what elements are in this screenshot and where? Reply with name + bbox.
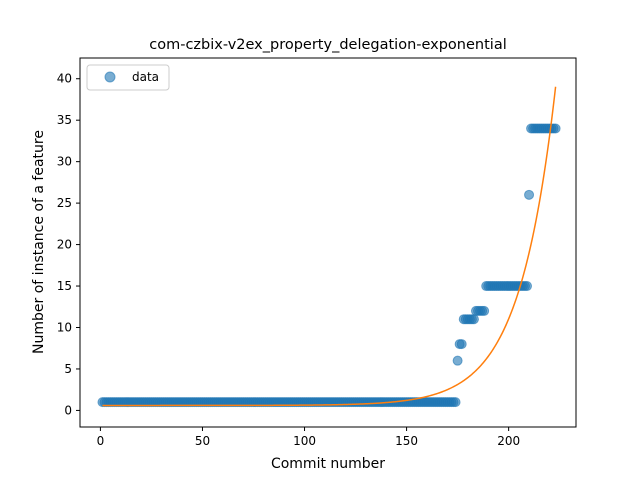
legend-label-data: data	[132, 70, 159, 84]
fit-line	[102, 86, 557, 407]
y-tick-label: 15	[57, 279, 72, 293]
y-tick-label: 25	[57, 196, 72, 210]
y-tick-label: 30	[57, 155, 72, 169]
y-tick-label: 0	[64, 403, 72, 417]
data-point	[550, 123, 561, 134]
data-point	[524, 189, 535, 200]
x-tick-label: 100	[293, 434, 316, 448]
y-tick-label: 5	[64, 362, 72, 376]
x-tick-label: 200	[497, 434, 520, 448]
data-point	[479, 305, 490, 316]
x-axis-label: Commit number	[271, 456, 385, 472]
legend: data	[86, 64, 170, 91]
y-axis: 0 5 10 15 20 25 30 35 40	[57, 72, 80, 417]
data-point	[452, 355, 463, 366]
plot-area	[97, 86, 561, 408]
x-tick-label: 150	[395, 434, 418, 448]
legend-box	[86, 64, 170, 91]
data-point	[522, 281, 533, 292]
y-tick-label: 40	[57, 72, 72, 86]
y-tick-label: 20	[57, 238, 72, 252]
y-tick-label: 35	[57, 113, 72, 127]
x-tick-label: 0	[97, 434, 105, 448]
chart-title: com-czbix-v2ex_property_delegation-expon…	[149, 37, 507, 53]
data-point	[468, 314, 479, 325]
x-axis: 0 50 100 150 200	[97, 427, 520, 448]
legend-marker-data	[104, 71, 116, 83]
data-point	[450, 397, 461, 408]
data-point	[456, 339, 467, 350]
y-axis-label: Number of instance of a feature	[31, 130, 47, 354]
y-tick-label: 10	[57, 320, 72, 334]
axes-frame	[79, 57, 577, 428]
x-tick-label: 50	[195, 434, 210, 448]
